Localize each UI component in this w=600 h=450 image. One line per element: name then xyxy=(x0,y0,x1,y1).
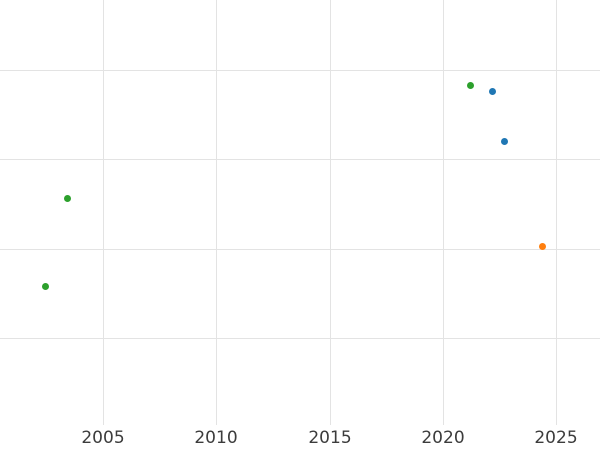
gridline-horizontal xyxy=(0,338,600,339)
scatter-point-green-series xyxy=(63,194,71,202)
gridline-vertical xyxy=(215,0,217,425)
x-tick-label: 2025 xyxy=(534,428,578,448)
x-tick-label: 2005 xyxy=(81,428,125,448)
scatter-point-blue-series xyxy=(488,87,496,95)
gridline-horizontal xyxy=(0,248,600,250)
x-tick-label: 2020 xyxy=(421,428,465,448)
scatter-point-blue-series xyxy=(500,137,508,145)
x-tick-label: 2015 xyxy=(308,428,352,448)
x-tick-label: 2010 xyxy=(194,428,238,448)
gridline-horizontal xyxy=(0,159,600,160)
gridline-vertical xyxy=(329,0,331,425)
gridline-vertical xyxy=(442,0,444,425)
scatter-point-green-series xyxy=(41,282,49,290)
scatter-point-orange-series xyxy=(538,242,546,250)
gridline-vertical xyxy=(102,0,104,425)
plot-area xyxy=(0,0,600,425)
gridline-vertical xyxy=(555,0,557,425)
scatter-point-green-series xyxy=(466,81,474,89)
gridline-horizontal xyxy=(0,69,600,71)
